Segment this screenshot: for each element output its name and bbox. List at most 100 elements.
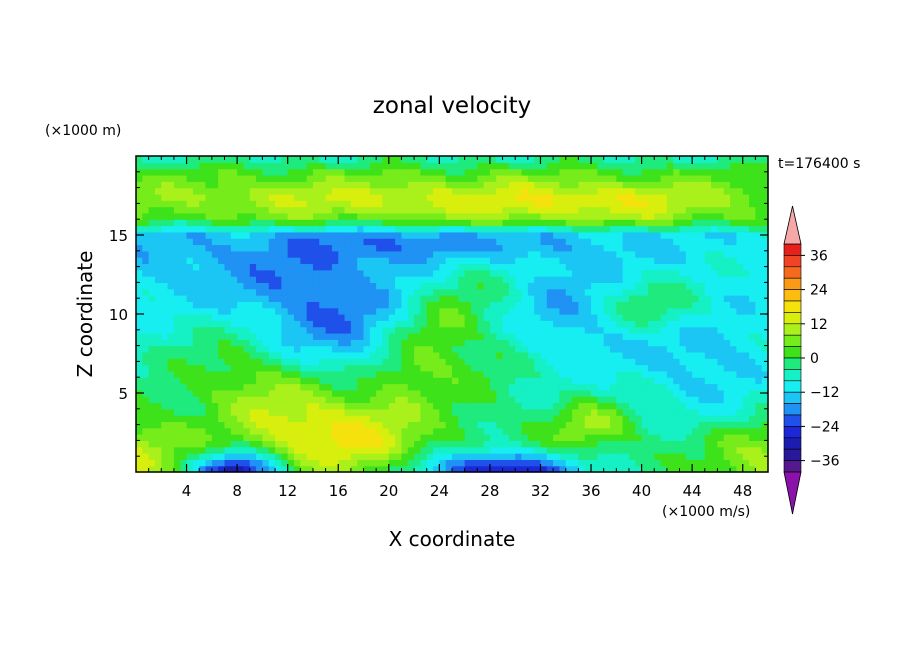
field-cell (230, 225, 238, 233)
field-cell (647, 396, 655, 404)
field-cell (515, 377, 523, 385)
field-cell (445, 269, 453, 277)
field-cell (452, 282, 459, 290)
field-cell (224, 358, 232, 366)
field-cell (325, 396, 333, 404)
field-cell (673, 320, 681, 328)
field-cell (489, 389, 497, 397)
field-cell (723, 415, 731, 423)
field-cell (502, 269, 510, 277)
field-cell (515, 212, 523, 220)
field-cell (167, 453, 175, 460)
field-cell (306, 168, 314, 176)
field-cell (275, 408, 282, 416)
field-cell (711, 459, 719, 467)
field-cell (376, 200, 384, 208)
field-cell (559, 364, 567, 372)
field-cell (167, 427, 175, 435)
field-cell (237, 421, 245, 429)
field-cell (603, 257, 611, 265)
field-cell (572, 168, 579, 176)
field-cell (205, 383, 213, 391)
field-cell (211, 453, 219, 460)
field-cell (287, 389, 295, 397)
field-cell (496, 156, 504, 163)
field-cell (628, 351, 636, 359)
field-cell (654, 238, 662, 246)
field-cell (584, 250, 592, 258)
field-cell (426, 263, 434, 271)
field-cell (622, 181, 630, 189)
field-cell (199, 377, 207, 385)
field-cell (382, 193, 390, 201)
field-cell (287, 168, 295, 176)
field-cell (312, 389, 320, 397)
field-cell (730, 314, 737, 321)
field-cell (452, 339, 459, 347)
field-cell (180, 415, 188, 423)
field-cell (211, 257, 219, 265)
field-cell (275, 434, 282, 441)
field-cell (186, 434, 194, 441)
field-cell (666, 421, 674, 429)
field-cell (161, 288, 169, 296)
field-cell (237, 263, 245, 271)
field-cell (357, 434, 365, 441)
field-cell (578, 358, 586, 366)
field-cell (161, 453, 169, 460)
field-cell (230, 402, 238, 410)
field-cell (508, 320, 516, 328)
field-cell (660, 345, 668, 353)
field-cell (704, 440, 712, 448)
field-cell (641, 465, 649, 473)
field-cell (502, 351, 510, 359)
field-cell (312, 301, 320, 309)
field-cell (521, 288, 529, 296)
field-cell (205, 389, 213, 397)
field-cell (685, 326, 693, 334)
field-cell (369, 358, 377, 366)
field-cell (597, 440, 605, 448)
field-cell (565, 370, 573, 378)
field-cell (628, 162, 636, 170)
field-cell (534, 257, 542, 265)
field-cell (578, 238, 586, 246)
field-cell (692, 358, 700, 366)
field-cell (180, 282, 188, 290)
field-cell (647, 332, 655, 340)
field-cell (439, 200, 447, 208)
field-cell (268, 282, 276, 290)
field-cell (167, 415, 175, 423)
field-cell (496, 402, 504, 410)
field-cell (338, 181, 346, 189)
field-cell (704, 332, 712, 340)
field-cell (142, 326, 150, 334)
field-cell (401, 181, 409, 189)
field-cell (262, 421, 270, 429)
field-cell (540, 162, 548, 170)
field-cell (723, 326, 731, 334)
field-cell (180, 383, 188, 391)
field-cell (717, 282, 725, 290)
field-cell (414, 402, 421, 410)
field-cell (249, 307, 257, 315)
field-cell (578, 415, 586, 423)
field-cell (749, 200, 756, 208)
field-cell (388, 174, 396, 182)
field-cell (319, 434, 327, 441)
field-cell (281, 408, 289, 416)
field-cell (382, 174, 390, 182)
field-cell (622, 219, 630, 227)
field-cell (755, 320, 763, 328)
field-cell (230, 276, 238, 283)
field-cell (319, 358, 327, 366)
field-cell (161, 269, 169, 277)
field-cell (749, 212, 756, 220)
field-cell (186, 408, 194, 416)
field-cell (654, 282, 662, 290)
field-cell (458, 358, 466, 366)
field-cell (717, 370, 725, 378)
field-cell (376, 238, 384, 246)
field-cell (350, 326, 358, 334)
field-cell (395, 263, 403, 271)
